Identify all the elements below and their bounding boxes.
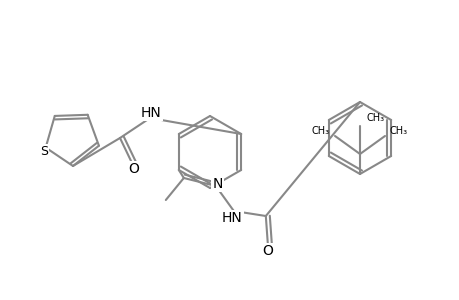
Text: CH₃: CH₃ (311, 126, 330, 136)
Text: CH₃: CH₃ (366, 113, 384, 123)
Text: HN: HN (221, 211, 242, 225)
Text: S: S (39, 145, 48, 158)
Text: HN: HN (140, 106, 161, 120)
Text: O: O (262, 244, 273, 258)
Text: O: O (128, 162, 139, 176)
Text: N: N (212, 177, 223, 191)
Text: CH₃: CH₃ (389, 126, 407, 136)
